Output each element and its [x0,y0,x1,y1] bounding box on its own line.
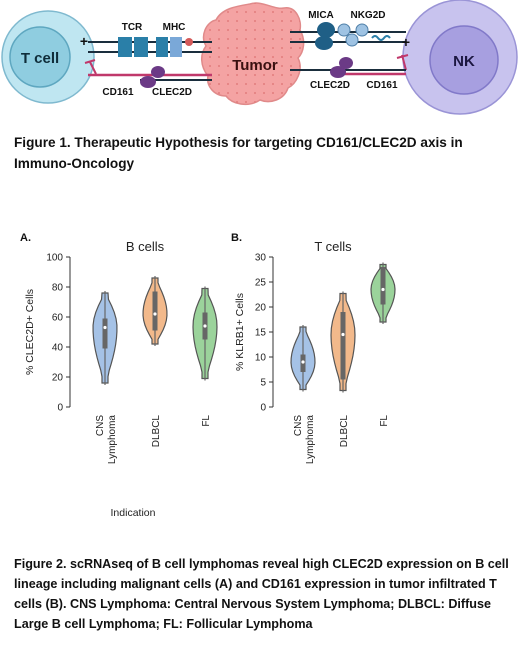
category-label: FL [201,415,212,427]
tcr-mhc-complex: TCR MHC [88,22,212,57]
y-tick-label: 20 [255,303,267,314]
mica-label: MICA [308,10,334,21]
inhibitory-signal-right [396,54,409,71]
panel-a-letter: A. [20,232,31,244]
cd161-label-right: CD161 [366,80,398,91]
category-label: CNS [293,415,304,436]
panel-b-ylabel: % KLRB1+ Cells [234,293,246,371]
figure2-caption: Figure 2. scRNAseq of B cell lymphomas r… [14,557,509,631]
y-tick-label: 15 [255,328,267,339]
figure1-caption: Figure 1. Therapeutic Hypothesis for tar… [14,135,463,171]
indication-xlabel: Indication [111,507,156,519]
category-label: DLBCL [339,415,350,448]
y-tick-label: 30 [255,253,267,264]
median-dot [301,360,305,364]
y-tick-label: 100 [46,253,63,264]
plus-sign-right: + [402,34,410,50]
iqr-box [340,312,346,380]
tumor-cell: Tumor [201,2,305,106]
clec2d-label-right: CLEC2D [310,80,350,91]
median-dot [341,332,345,337]
cd161-label-left: CD161 [102,87,134,98]
t-cell-label: T cell [21,50,59,67]
category-label-line2: Lymphoma [305,415,316,465]
y-tick-label: 60 [52,313,64,324]
median-dot [203,324,207,328]
nkg2d-label: NKG2D [350,10,385,21]
median-dot [381,287,385,292]
y-tick-label: 10 [255,353,267,364]
y-tick-label: 40 [52,343,64,354]
inhibitory-signal-left [84,59,97,75]
y-tick-label: 25 [255,278,267,289]
mica-nkg2d-complex: MICA NKG2D [290,10,406,50]
median-dot [153,312,157,316]
y-tick-label: 20 [52,373,64,384]
tcr-label: TCR [122,22,143,33]
category-label: DLBCL [151,415,162,448]
panel-a-title: B cells [126,239,165,254]
category-label: FL [379,415,390,427]
therapeutic-hypothesis-diagram: T cell Tumor NK TCR MHC + CD161 CLEC2D [1,0,518,115]
iqr-box [152,291,158,331]
panel-b-letter: B. [231,232,242,244]
category-label-line2: Lymphoma [107,415,118,465]
violin-charts: A. B cells % CLEC2D+ Cells 020406080100C… [20,232,396,519]
panel-b-title: T cells [314,239,352,254]
panel-a-ylabel: % CLEC2D+ Cells [24,289,36,375]
y-tick-label: 80 [52,283,64,294]
cd161-clec2d-left: CD161 CLEC2D [88,66,212,98]
t-cell: T cell [1,10,95,104]
mhc-label: MHC [163,22,186,33]
chart-panel-b: B. T cells % KLRB1+ Cells 0 5 10 15 20 25 30 CN… [231,232,396,465]
iqr-box [380,267,386,305]
y-tick-label: 5 [260,378,266,389]
category-label: CNS [95,415,106,436]
nk-cell: NK [402,0,518,115]
tumor-label: Tumor [232,57,278,74]
median-dot [103,325,107,330]
chart-panel-a: A. B cells % CLEC2D+ Cells 0 20 40 60 80 100 C… [20,232,218,465]
y-tick-label: 0 [260,403,266,414]
iqr-box [102,318,108,349]
nk-label: NK [453,53,475,70]
clec2d-cd161-right: CLEC2D CD161 [290,57,406,91]
plus-sign-left: + [80,33,88,49]
clec2d-label-left: CLEC2D [152,87,192,98]
y-tick-label: 0 [57,403,63,414]
